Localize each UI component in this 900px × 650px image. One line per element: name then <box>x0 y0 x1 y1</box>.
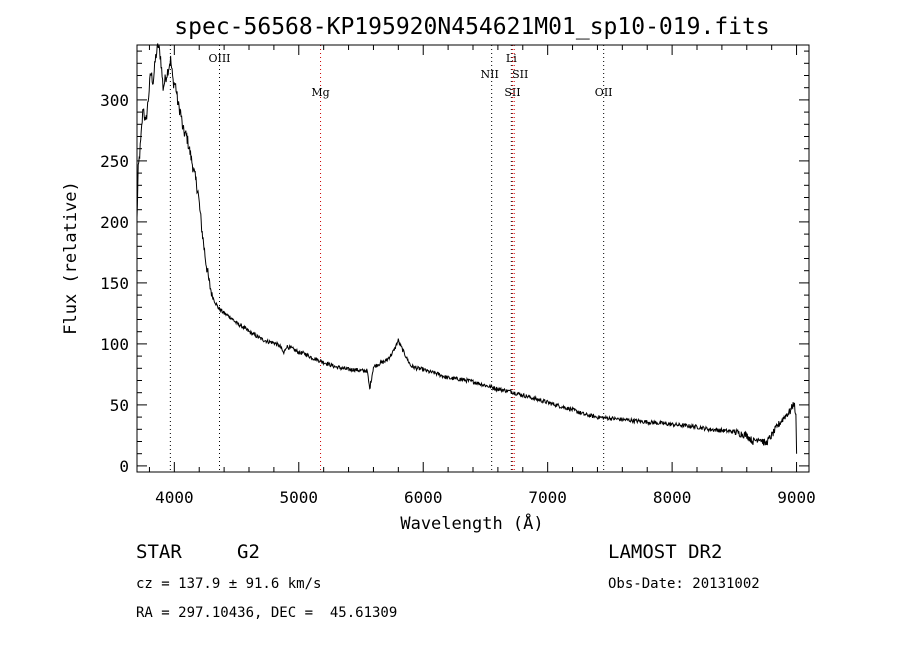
object-class: STAR <box>136 541 182 563</box>
y-axis-label: Flux (relative) <box>61 181 81 335</box>
x-axis-label: Wavelength (Å) <box>400 512 543 534</box>
coordinates-readout: RA = 297.10436, DEC = 45.61309 <box>136 605 398 621</box>
plot-frame <box>136 44 810 473</box>
y-tick-label: 300 <box>100 91 129 110</box>
x-tick-label: 7000 <box>528 488 567 507</box>
y-tick-label: 200 <box>100 213 129 232</box>
x-tick-label: 9000 <box>777 488 816 507</box>
y-tick-label: 100 <box>100 335 129 354</box>
reference-lines: OIII Mg NII Li SII SII OII <box>169 45 613 472</box>
x-tick-label: 4000 <box>155 488 194 507</box>
reference-line-label: Li <box>506 52 517 65</box>
reference-line-label: NII <box>481 68 499 81</box>
y-tick-label: 0 <box>119 457 129 476</box>
redshift-readout: cz = 137.9 ± 91.6 km/s <box>136 576 322 592</box>
y-axis: 0 50 100 150 200 250 300 <box>100 50 809 476</box>
x-tick-label: 6000 <box>404 488 443 507</box>
reference-line-label: SII <box>504 86 520 99</box>
reference-line-label: OII <box>595 86 613 99</box>
reference-line-label: OIII <box>208 52 230 65</box>
observation-date: Obs-Date: 20131002 <box>608 576 760 592</box>
y-tick-label: 150 <box>100 274 129 293</box>
reference-line-label: SII <box>512 68 528 81</box>
chart-title: spec-56568-KP195920N454621M01_sp10-019.f… <box>174 14 769 40</box>
y-tick-label: 50 <box>110 396 129 415</box>
x-tick-label: 8000 <box>653 488 692 507</box>
spectrum-line <box>136 43 798 454</box>
spectrum-series <box>136 43 798 454</box>
reference-line-label: Mg <box>311 86 329 99</box>
survey-name: LAMOST DR2 <box>608 541 723 563</box>
x-axis: 4000 5000 6000 7000 8000 9000 <box>148 45 816 507</box>
y-tick-label: 250 <box>100 152 129 171</box>
object-subclass: G2 <box>237 541 260 563</box>
x-tick-label: 5000 <box>280 488 319 507</box>
